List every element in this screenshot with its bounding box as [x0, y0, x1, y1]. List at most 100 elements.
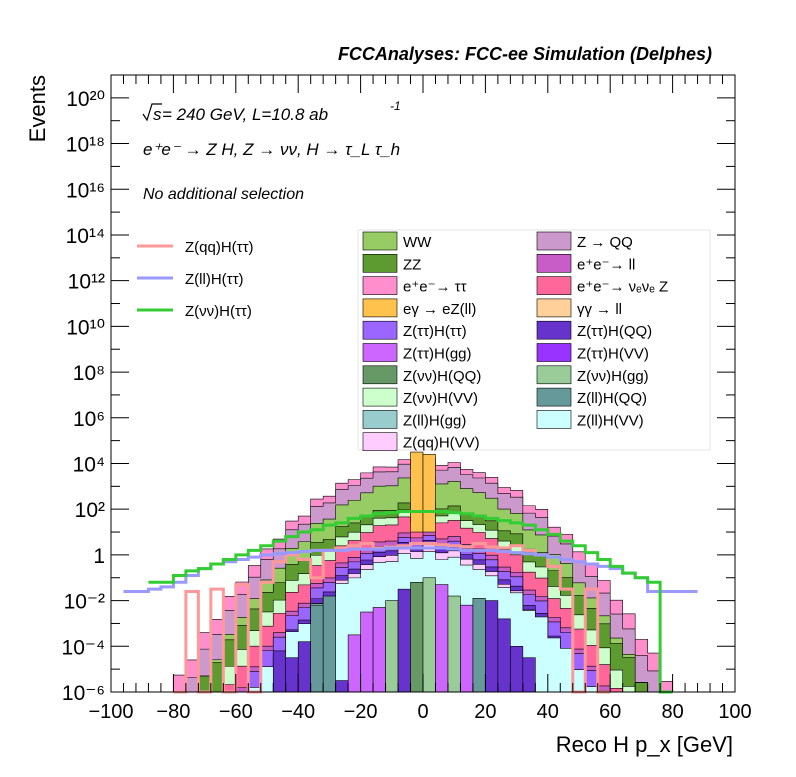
legend-background-label: e⁺e⁻→ νₑνₑ Z [577, 279, 668, 296]
x-tick-label: 80 [661, 701, 683, 723]
signal-lines-group [123, 509, 698, 694]
process-bar [372, 607, 386, 693]
legend-swatch-Z(νν)H(QQ) [362, 365, 398, 385]
x-tick-label: 100 [718, 701, 751, 723]
spike-bar [410, 451, 424, 533]
legend-background-label: e⁺e⁻→ ττ [403, 279, 467, 296]
legend-swatch-Z(νν)H(VV) [362, 387, 398, 407]
legend-background-label: Z(ττ)H(VV) [577, 346, 649, 363]
legend-signals: Z(qq)H(ττ) Z(ll)H(ττ) Z(νν)H(ττ) [137, 239, 254, 320]
legend-frame [357, 229, 711, 451]
y-tick-label: 10⁸ [73, 362, 105, 385]
y-tick-label: 10¹⁰ [66, 316, 105, 339]
y-tick-label: 10⁻⁴ [62, 636, 105, 659]
process-bar [447, 595, 461, 693]
process-bar [472, 598, 486, 693]
x-tick-label: 60 [599, 701, 621, 723]
process-bar [522, 657, 536, 693]
legend-swatch-Z(ll)H(VV) [536, 410, 572, 429]
energy-text: = 240 GeV, L=10.8 ab [162, 105, 328, 124]
legend-swatch-WW [362, 231, 398, 251]
legend-background-label: γγ → ll [577, 301, 622, 318]
y-tick-label: 10¹⁸ [66, 134, 105, 157]
legend-background-label: Z(νν)H(gg) [577, 368, 649, 385]
process-bar [285, 657, 299, 693]
legend-signal-label: Z(νν)H(ττ) [185, 303, 252, 320]
process-bar [397, 588, 411, 693]
legend-background-label: eγ → eZ(ll) [403, 301, 476, 318]
process-bar [410, 582, 424, 693]
legend-backgrounds: WW Z → QQ ZZ e⁺e⁻→ ll e⁺e⁻→ ττ e⁺e⁻→ νₑνₑ Z eγ… [357, 229, 711, 452]
y-tick-label: 10⁴ [73, 453, 105, 476]
y-axis-label: Events [25, 75, 50, 142]
process-bar [347, 634, 361, 693]
legend-background-label: ZZ [403, 256, 421, 273]
process-bar [460, 604, 474, 693]
y-tick-label: 10²⁰ [66, 88, 105, 111]
legend-background-label: Z(νν)H(QQ) [403, 368, 481, 385]
y-axis: 10⁻⁶ 10⁻⁴ 10⁻² 1 10² 10⁴ 10⁶ 10⁸ 10¹⁰ 10¹² 10¹⁴ 10¹… [62, 88, 735, 705]
process-bar [310, 604, 324, 693]
annotation-energy: s = 240 GeV, L=10.8 ab -1 [142, 99, 401, 124]
chart-title: FCCAnalyses: FCC-ee Simulation (Delphes) [338, 44, 712, 64]
legend-swatch-Z(ll)H(QQ) [536, 387, 572, 407]
process-bar [385, 600, 399, 693]
legend-background-label: Z(ll)H(VV) [577, 412, 644, 429]
x-tick-label: −100 [88, 701, 133, 723]
annotation-process: e⁺e⁻ → Z H, Z → νν, H → τ_L τ_h [143, 140, 400, 159]
x-tick-label: 40 [537, 701, 559, 723]
legend-swatch-e+e-→ττ [362, 276, 398, 295]
signal-line-sig_vv [148, 509, 673, 694]
y-tick-label: 10⁻² [64, 591, 105, 614]
annotation-selection: No additional selection [143, 186, 304, 203]
legend-signal-label: Z(ll)H(ττ) [185, 271, 244, 288]
process-bar [435, 584, 449, 693]
x-tick-label: −80 [156, 701, 190, 723]
legend-background-label: Z(ll)H(gg) [403, 412, 466, 429]
x-tick-label: 20 [474, 701, 496, 723]
process-bar [272, 650, 287, 693]
x-axis-label: Reco H p_x [GeV] [556, 732, 733, 757]
legend-signal-label: Z(qq)H(ττ) [185, 239, 254, 256]
x-tick-label: −40 [281, 701, 315, 723]
energy-exp: -1 [390, 99, 401, 113]
sqrt-icon [142, 103, 162, 122]
process-bar [335, 680, 349, 693]
x-tick-label: −20 [344, 701, 378, 723]
y-tick-label: 10¹⁶ [66, 179, 105, 202]
legend-swatch-Z(ττ)H(gg) [362, 343, 398, 362]
legend-background-label: Z → QQ [577, 234, 633, 251]
x-axis: −100 −80 −60 −40 −20 0 20 40 60 80 100 [88, 75, 752, 723]
energy-s: s [153, 105, 162, 124]
y-tick-label: 10¹² [68, 271, 105, 294]
y-tick-label: 10⁶ [73, 408, 105, 431]
y-tick-label: 10¹⁴ [66, 225, 105, 248]
y-tick-label: 1 [93, 545, 105, 568]
legend-swatch-ZZ [362, 254, 398, 273]
legend-background-label: Z(ττ)H(QQ) [577, 323, 652, 340]
legend-background-label: WW [403, 234, 432, 251]
legend-swatch-γγ→ll [536, 298, 572, 318]
process-bar [485, 600, 499, 693]
process-bar [510, 645, 524, 693]
legend-swatch-eγ→eZ(ll) [362, 298, 398, 318]
legend-swatch-e+e-→ll [536, 254, 572, 273]
legend-background-label: Z(ττ)H(ττ) [403, 323, 467, 340]
legend-swatch-Z(ll)H(gg) [362, 410, 398, 429]
y-tick-label: 10² [75, 499, 105, 522]
legend-swatch-Z(νν)H(gg) [536, 365, 572, 385]
legend-background-label: e⁺e⁻→ ll [577, 256, 635, 273]
legend-swatch-Z(qq)H(VV) [362, 432, 398, 452]
process-bar [497, 618, 511, 693]
legend-background-label: Z(νν)H(VV) [403, 390, 478, 407]
legend-swatch-Z(ττ)H(QQ) [536, 320, 572, 340]
legend-background-label: Z(qq)H(VV) [403, 435, 480, 452]
x-tick-label: −60 [219, 701, 253, 723]
legend-swatch-Z→QQ [536, 231, 572, 251]
process-bar [297, 641, 311, 693]
y-tick-label: 10⁻⁶ [62, 682, 105, 705]
spike-bar [422, 454, 436, 533]
process-bar [360, 611, 374, 693]
